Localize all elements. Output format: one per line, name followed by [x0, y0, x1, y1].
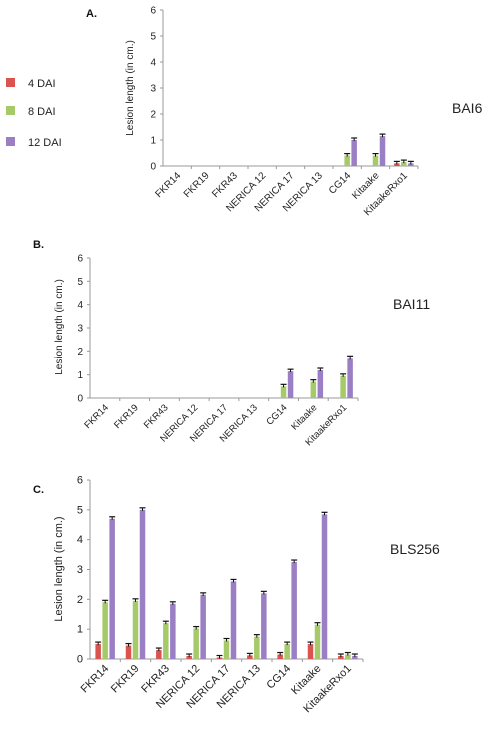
panel-c-bar-4dai	[156, 650, 162, 659]
panel-a-y-tick-label: 5	[150, 32, 156, 43]
panel-a-category-label: FKR19	[182, 170, 212, 200]
panel-b-category-label: CG14	[264, 402, 289, 427]
panel-c-category-label: FKR19	[109, 663, 142, 696]
panel-a-bar-8dai	[372, 155, 379, 166]
panel-c-bar-8dai	[345, 654, 351, 659]
panel-b-bar-12dai	[287, 371, 294, 398]
panel-c-y-tick-label: 2	[77, 594, 83, 606]
panel-c-bar-8dai	[193, 628, 199, 659]
panel-c-bar-12dai	[352, 656, 358, 659]
panel-a-strain: BAI6	[452, 100, 483, 116]
panel-c-bar-4dai	[125, 645, 132, 659]
panel-c-ylabel: Lesion length (in cm.)	[53, 516, 65, 621]
panel-c-bar-12dai	[200, 594, 206, 659]
panel-a-y-tick-label: 2	[150, 110, 156, 121]
panel-a-y-tick-label: 4	[150, 58, 156, 69]
panel-c-bar-12dai	[321, 514, 328, 659]
panel-c-bar-4dai	[307, 644, 314, 659]
panel-c-y-tick-label: 4	[77, 534, 83, 546]
panel-c-bar-4dai	[247, 655, 253, 659]
panel-b-y-tick-label: 5	[77, 277, 83, 288]
panel-b-category-label: FKR43	[142, 402, 171, 431]
panel-a-bar-12dai	[408, 163, 414, 166]
panel-c-bar-4dai	[186, 656, 192, 659]
panel-c-y-tick-label: 0	[77, 654, 83, 666]
panel-c-bar-8dai	[163, 623, 169, 659]
panel-c-bar-8dai	[284, 644, 290, 659]
panel-c-label: C.	[33, 484, 44, 496]
panel-c-bar-12dai	[261, 593, 267, 659]
panel-a-category-label: CG14	[327, 170, 354, 197]
panel-a-bar-12dai	[351, 140, 357, 166]
panel-c-bar-12dai	[170, 603, 176, 659]
panel-b-y-tick-label: 1	[77, 370, 83, 381]
legend-label-12dai: 12 DAI	[28, 137, 62, 149]
panel-c-bar-12dai	[109, 518, 115, 659]
panel-b-strain: BAI11	[393, 296, 430, 312]
panel-c: C. BLS256 Lesion length (in cm.) 0 1 2 3 4 5 6…	[33, 475, 440, 716]
panel-b-bar-8dai	[310, 381, 317, 398]
panel-b-bar-8dai	[340, 375, 346, 398]
panel-a-bar-12dai	[379, 136, 386, 166]
panel-b-y-tick-label: 2	[77, 347, 83, 358]
panel-c-bar-12dai	[291, 562, 297, 659]
panel-c-bar-4dai	[277, 654, 283, 659]
panel-c-strain: BLS256	[390, 541, 440, 557]
panel-c-y-tick-label: 6	[77, 475, 83, 487]
panel-a-category-label: FKR14	[154, 170, 184, 200]
panel-c-y-tick-label: 3	[77, 564, 83, 576]
panel-b-label: B.	[33, 239, 44, 251]
panel-a-bar-8dai	[344, 155, 350, 166]
panel-b: B. BAI11 Lesion length (in cm.) 0 1 2 3 4 5 6 F…	[33, 239, 430, 448]
panel-a-bar-8dai	[401, 162, 407, 166]
panel-b-y-tick-label: 3	[77, 324, 83, 335]
panel-b-ylabel: Lesion length (in cm.)	[54, 279, 65, 375]
panel-a-y-tick-label: 6	[150, 6, 156, 17]
panel-c-bar-8dai	[132, 600, 139, 659]
panel-a-y-tick-label: 1	[150, 136, 156, 147]
panel-c-bar-8dai	[102, 602, 108, 659]
panel-b-bar-12dai	[347, 358, 353, 398]
legend-swatch-4dai	[6, 78, 15, 87]
panel-b-y-tick-label: 0	[77, 394, 83, 405]
panel-c-bar-8dai	[314, 624, 321, 659]
panel-c-y-tick-label: 1	[77, 624, 83, 636]
panel-a-y-tick-label: 0	[150, 162, 156, 173]
panel-c-bar-8dai	[254, 636, 260, 659]
panel-a-ylabel: Lesion length (in cm.)	[125, 40, 136, 136]
panel-c-bar-12dai	[230, 581, 237, 659]
panel-a-bar-4dai	[394, 163, 400, 166]
panel-c-category-label: FKR14	[79, 663, 112, 696]
legend: 4 DAI 8 DAI 12 DAI	[6, 78, 62, 149]
panel-b-y-tick-label: 6	[77, 254, 83, 265]
panel-c-bar-12dai	[139, 509, 146, 659]
legend-label-8dai: 8 DAI	[28, 106, 56, 118]
panel-c-category-label: CG14	[264, 663, 293, 692]
panel-a-label: A.	[86, 8, 97, 20]
panel-b-category-label: FKR19	[112, 402, 141, 431]
panel-c-y-tick-label: 5	[77, 504, 83, 516]
panel-c-bar-4dai	[338, 656, 344, 659]
panel-b-bar-8dai	[280, 386, 287, 398]
legend-label-4dai: 4 DAI	[28, 78, 56, 90]
legend-swatch-12dai	[6, 137, 15, 146]
panel-b-bar-12dai	[317, 370, 324, 398]
panel-c-bar-8dai	[223, 640, 230, 659]
panel-c-bar-4dai	[95, 644, 101, 659]
panel-b-category-label: FKR14	[82, 402, 111, 431]
panel-a: A. BAI6 Lesion length (in cm.) 0 1 2 3 4 5 6 FK…	[86, 6, 483, 219]
panel-b-y-tick-label: 4	[77, 300, 83, 311]
legend-swatch-8dai	[6, 106, 15, 115]
panel-a-y-tick-label: 3	[150, 84, 156, 95]
